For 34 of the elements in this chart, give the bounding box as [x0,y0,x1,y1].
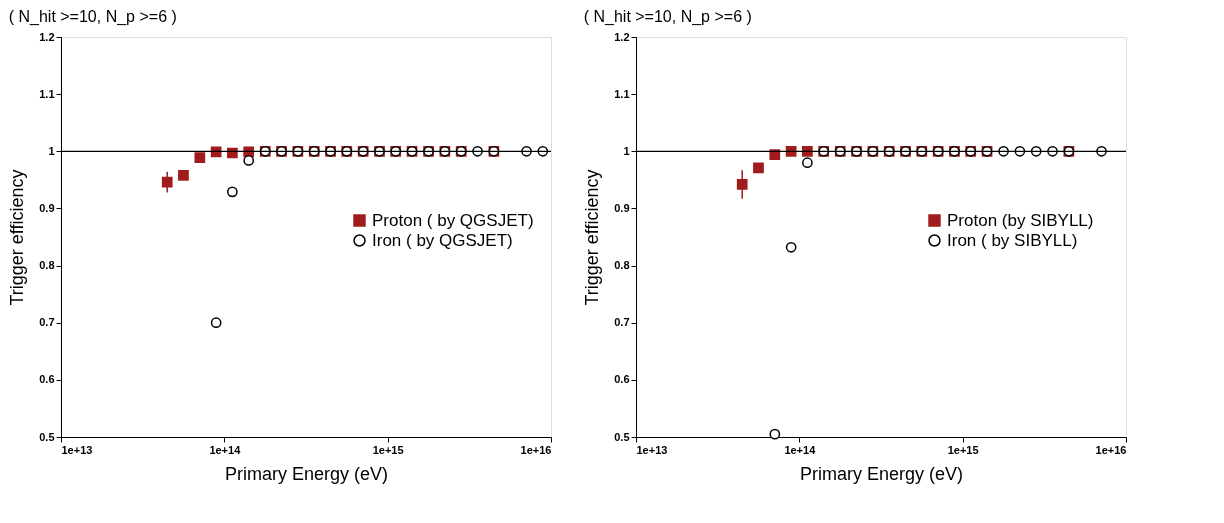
y-tick-label: 0.9 [614,201,630,214]
x-tick-label: 1e+15 [947,443,979,456]
x-axis-title: Primary Energy (eV) [799,463,964,484]
y-tick-label: 0.8 [614,259,630,272]
x-tick-label: 1e+13 [636,443,668,456]
y-tick-label: 0.7 [39,316,55,329]
x-axis-title: Primary Energy (eV) [224,463,389,484]
y-tick-label: 1.1 [614,87,630,100]
y-tick-label: 1.2 [614,30,630,43]
x-tick-label: 1e+16 [1095,443,1127,456]
legend-label: Proton ( by QGSJET) [372,210,534,230]
y-tick-label: 1.2 [39,30,55,43]
y-tick-label: 0.5 [39,430,55,443]
y-tick-label: 0.6 [39,373,55,386]
x-tick-label: 1e+16 [520,443,552,456]
x-tick-label: 1e+15 [372,443,404,456]
y-tick-label: 0.9 [39,201,55,214]
y-tick-label: 1.1 [39,87,55,100]
y-tick-label: 0.8 [39,259,55,272]
chart-title: ( N_hit >=10, N_p >=6 ) [8,8,177,26]
y-tick-label: 1 [48,144,55,157]
y-axis-title: Trigger efficiency [582,169,603,306]
y-tick-label: 0.6 [614,373,630,386]
x-tick-label: 1e+14 [209,443,242,456]
x-tick-label: 1e+14 [784,443,817,456]
y-tick-label: 0.7 [614,316,630,329]
y-axis-title: Trigger efficiency [7,169,28,306]
legend-label: Iron ( by SIBYLL) [947,230,1078,250]
y-tick-label: 0.5 [614,430,630,443]
legend-label: Iron ( by QGSJET) [372,230,513,250]
x-tick-label: 1e+13 [61,443,93,456]
chart-title: ( N_hit >=10, N_p >=6 ) [583,8,752,26]
y-tick-label: 1 [623,144,630,157]
legend-label: Proton (by SIBYLL) [947,210,1094,230]
